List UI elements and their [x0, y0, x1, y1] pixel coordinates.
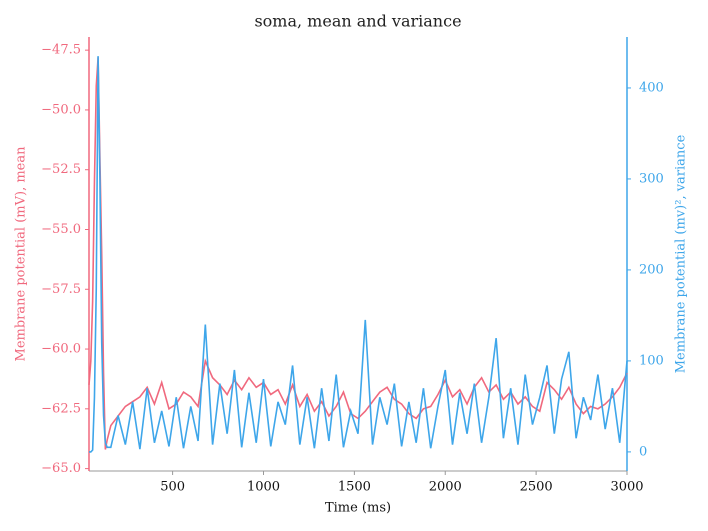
y2-tick-label: 0	[639, 444, 647, 459]
x-tick-label: 2000	[429, 480, 462, 495]
y2-tick-label: 100	[639, 353, 664, 368]
chart-title: soma, mean and variance	[254, 12, 461, 31]
series-line	[88, 57, 628, 450]
y2-axis-label: Membrane potential (mv)², variance	[674, 134, 689, 373]
y-tick-label: −57.5	[41, 282, 81, 297]
y-tick-label: −52.5	[41, 162, 81, 177]
y-tick-label: −47.5	[41, 43, 81, 58]
x-tick-label: 1000	[247, 480, 280, 495]
y-axis-label: Membrane potential (mV), mean	[14, 146, 29, 362]
x-axis-label: Time (ms)	[325, 501, 391, 516]
y-tick-label: −62.5	[41, 401, 81, 416]
x-tick-label: 2500	[520, 480, 553, 495]
y-tick-label: −60.0	[41, 342, 81, 357]
y-tick-label: −65.0	[41, 461, 81, 476]
y2-tick-label: 400	[639, 80, 664, 95]
x-tick-label: 500	[160, 480, 185, 495]
x-tick-label: 1500	[338, 480, 371, 495]
series-line	[89, 56, 628, 453]
y-tick-label: −55.0	[41, 222, 81, 237]
x-tick-label: 3000	[610, 480, 643, 495]
y2-tick-label: 300	[639, 171, 664, 186]
y2-tick-label: 200	[639, 262, 664, 277]
y-tick-label: −50.0	[41, 102, 81, 117]
